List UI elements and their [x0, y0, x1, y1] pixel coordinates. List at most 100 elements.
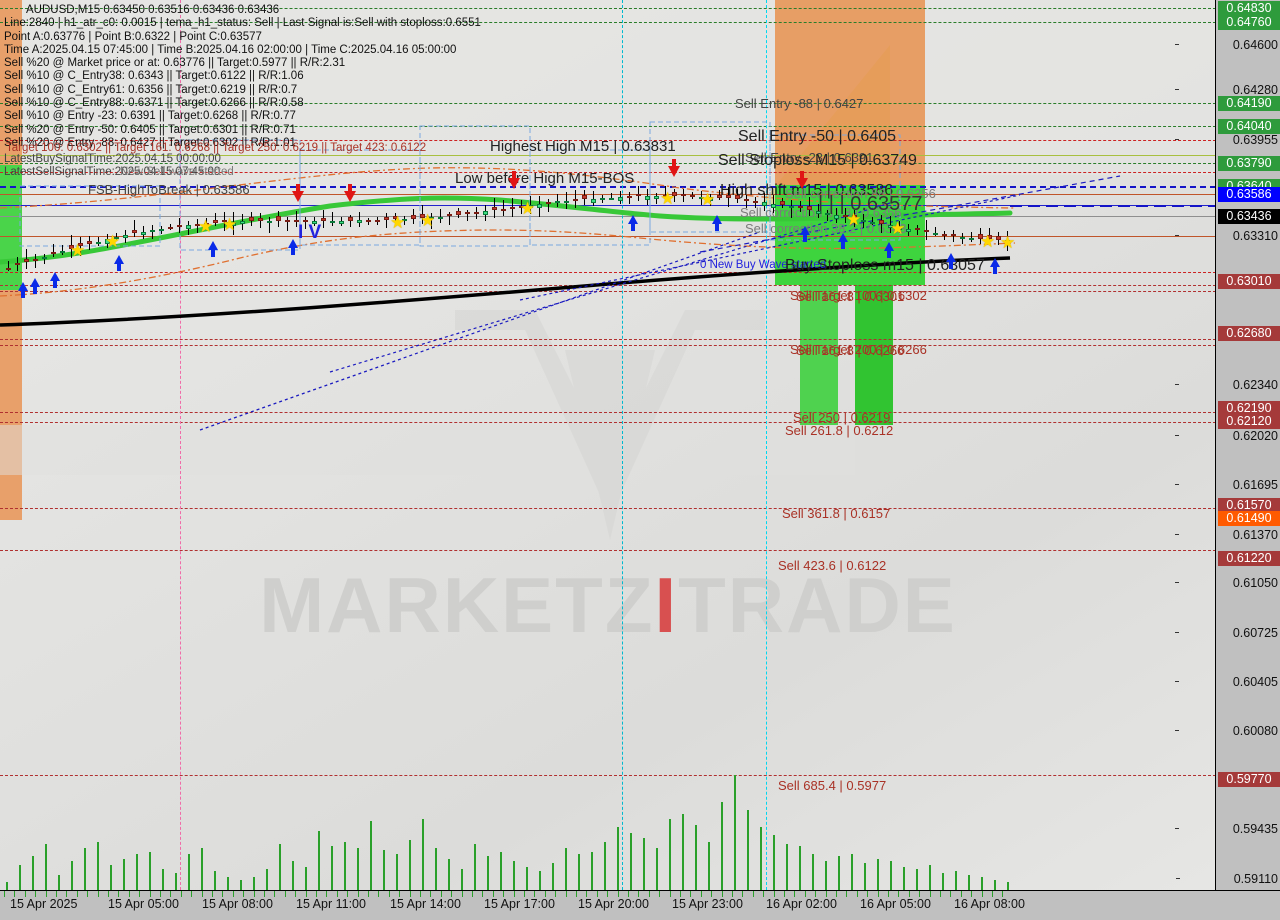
- candle-body: [177, 225, 182, 228]
- watermark-left: MARKETZ: [259, 561, 655, 649]
- time-tick: 15 Apr 11:00: [296, 897, 366, 911]
- candle-body: [69, 244, 74, 249]
- label-sell-161-8: Sell 161.8 | 0.6301: [796, 289, 905, 304]
- symbol-header: AUDUSD,M15 0.63450 0.63516 0.63436 0.634…: [26, 4, 280, 16]
- sell-arrow-icon: [668, 158, 680, 177]
- price-badge-green: 0.64190: [1218, 96, 1280, 111]
- volume-bar: [448, 858, 450, 890]
- vline-cyan-b: [766, 0, 767, 890]
- candle-body: [978, 234, 983, 239]
- wave-label-iv: I V: [298, 222, 322, 243]
- candle-body: [933, 233, 938, 236]
- indicator-overlay: [0, 121, 1215, 431]
- info-line-3: Sell %20 @ Market price or at: 0.63776 |…: [4, 57, 346, 70]
- time-grid-tick: [97, 891, 99, 897]
- candle-body: [798, 205, 803, 208]
- buy-arrow-icon: [628, 214, 638, 231]
- zone-target-bar-2: [855, 285, 893, 425]
- volume-bar: [149, 852, 151, 890]
- time-grid-tick: [45, 891, 47, 897]
- candle-body: [366, 220, 371, 223]
- time-grid-tick: [524, 891, 525, 897]
- time-grid-tick: [908, 891, 910, 897]
- candle-wick: [512, 197, 513, 217]
- volume-bar: [32, 856, 34, 890]
- price-tick: 0.60725: [1174, 626, 1278, 640]
- time-grid-tick: [378, 891, 380, 897]
- line-sell-423-6: [0, 550, 1215, 551]
- time-tick: 16 Apr 02:00: [766, 897, 837, 911]
- volume-bar: [890, 860, 892, 890]
- label-sell-423-6: Sell 423.6 | 0.6122: [778, 558, 887, 573]
- time-grid-tick: [763, 891, 765, 897]
- price-badge-red: 0.63010: [1218, 274, 1280, 289]
- candle-wick: [62, 245, 63, 256]
- volume-bar: [721, 801, 723, 890]
- time-grid-tick: [4, 891, 5, 897]
- volume-bar: [994, 879, 996, 890]
- volume-bar: [45, 843, 47, 890]
- time-grid-tick: [66, 891, 68, 897]
- label-new-buy-wave: 0 New Buy Wave started: [700, 259, 827, 271]
- candle-wick: [746, 194, 747, 208]
- volume-histogram: [0, 774, 1215, 890]
- candle-body: [969, 237, 974, 240]
- volume-bar: [539, 871, 541, 890]
- volume-bar: [903, 866, 905, 890]
- time-grid-tick: [295, 891, 297, 897]
- time-grid-tick: [118, 891, 120, 897]
- candle-body: [582, 195, 587, 200]
- volume-bar: [565, 848, 567, 890]
- price-axis[interactable]: 0.64830 0.64760 0.64600 0.64280 0.64190 0.640…: [1174, 0, 1280, 890]
- line-sell-361-8: [0, 508, 1215, 509]
- time-axis[interactable]: 15 Apr 2025 15 Apr 05:00 15 Apr 08:00 15 Ap…: [0, 890, 1280, 920]
- time-tick: 15 Apr 20:00: [578, 897, 649, 911]
- buy-arrow-icon: [50, 272, 60, 289]
- latest-buy-signal-time: LatestBuySignalTime:2025.04.15 00:00:00: [4, 153, 221, 165]
- candle-body: [591, 198, 596, 204]
- volume-bar: [981, 877, 983, 890]
- candle-wick: [638, 186, 639, 201]
- line-high-shift: [0, 194, 1215, 195]
- time-grid-tick: [430, 891, 432, 897]
- candle-body: [150, 230, 155, 233]
- candle-wick: [917, 225, 918, 235]
- candle-wick: [44, 254, 45, 265]
- candle-wick: [665, 185, 666, 203]
- line-close: [0, 216, 1215, 217]
- candle-body: [555, 201, 560, 204]
- line-orange-b: [0, 236, 1215, 237]
- time-grid-tick: [732, 891, 733, 897]
- candle-body: [825, 212, 830, 215]
- time-grid-tick: [368, 891, 369, 897]
- volume-bar: [71, 860, 73, 890]
- time-grid-tick: [461, 891, 463, 897]
- time-grid-tick: [846, 891, 848, 897]
- candle-body: [393, 216, 398, 220]
- volume-bar: [344, 841, 346, 890]
- info-backdrop: [0, 0, 1215, 175]
- tick-mark: [1174, 384, 1179, 385]
- volume-bar: [318, 831, 320, 890]
- volume-bar: [97, 841, 99, 890]
- price-badge-orange: 0.61490: [1218, 511, 1280, 526]
- candle-body: [375, 220, 380, 222]
- volume-bar: [552, 862, 554, 890]
- candle-body: [924, 230, 929, 233]
- buy-arrow-icon: [18, 282, 28, 299]
- label-highest-high: Highest High M15 | 0.63831: [490, 138, 676, 155]
- candle-body: [312, 220, 317, 225]
- time-grid-tick: [815, 891, 817, 897]
- time-grid-tick: [451, 891, 453, 897]
- volume-bar: [370, 820, 372, 890]
- label-high-shift-m15: High shift m15 | 0.63586: [720, 182, 894, 199]
- time-tick: 15 Apr 23:00: [672, 897, 743, 911]
- candle-body: [141, 231, 146, 236]
- volume-bar: [435, 848, 437, 890]
- candle-body: [474, 212, 479, 215]
- buy-arrow-icon: [114, 255, 124, 272]
- chart-plot-area[interactable]: MARKETZITRADE: [0, 0, 1216, 890]
- fsb-high-to-break: FSB-HighToBreak | 0.63586: [88, 182, 250, 197]
- candle-body: [321, 217, 326, 221]
- candle-body: [915, 227, 920, 231]
